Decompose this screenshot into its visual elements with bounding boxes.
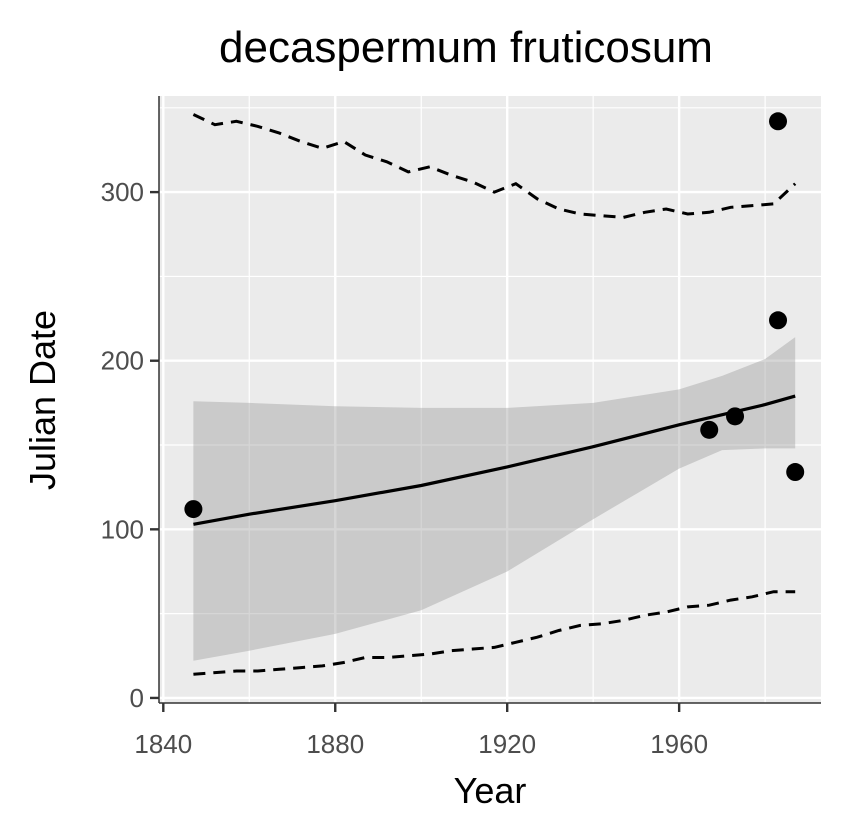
- data-point: [184, 500, 203, 519]
- plot-panel: [159, 96, 821, 703]
- confidence-band: [193, 337, 796, 661]
- data-point: [700, 420, 719, 439]
- y-tick-label: 200: [101, 346, 144, 376]
- y-tick-label: 300: [101, 177, 144, 207]
- x-tick-label: 1960: [650, 729, 708, 759]
- data-point: [726, 407, 745, 426]
- data-point: [769, 311, 788, 330]
- upper-quantile-line: [192, 113, 797, 219]
- y-tick-label: 0: [130, 683, 144, 713]
- x-tick-label: 1840: [134, 729, 192, 759]
- y-axis-title: Julian Date: [22, 310, 63, 490]
- x-tick-label: 1880: [306, 729, 364, 759]
- x-tick-label: 1920: [478, 729, 536, 759]
- major-gridlines: [159, 96, 821, 703]
- y-tick-label: 100: [101, 514, 144, 544]
- chart-title: decaspermum fruticosum: [219, 23, 713, 72]
- quantile-lines-layer: [192, 113, 797, 676]
- points-layer: [184, 112, 805, 519]
- lower-quantile-line: [193, 590, 796, 676]
- confidence-band-layer: [193, 337, 796, 661]
- data-point: [769, 112, 788, 131]
- x-axis-title: Year: [454, 770, 527, 811]
- minor-gridlines: [159, 96, 821, 703]
- axes-layer: 1840 1880 1920 1960 0 100 200 300: [101, 96, 821, 759]
- data-point: [786, 463, 805, 482]
